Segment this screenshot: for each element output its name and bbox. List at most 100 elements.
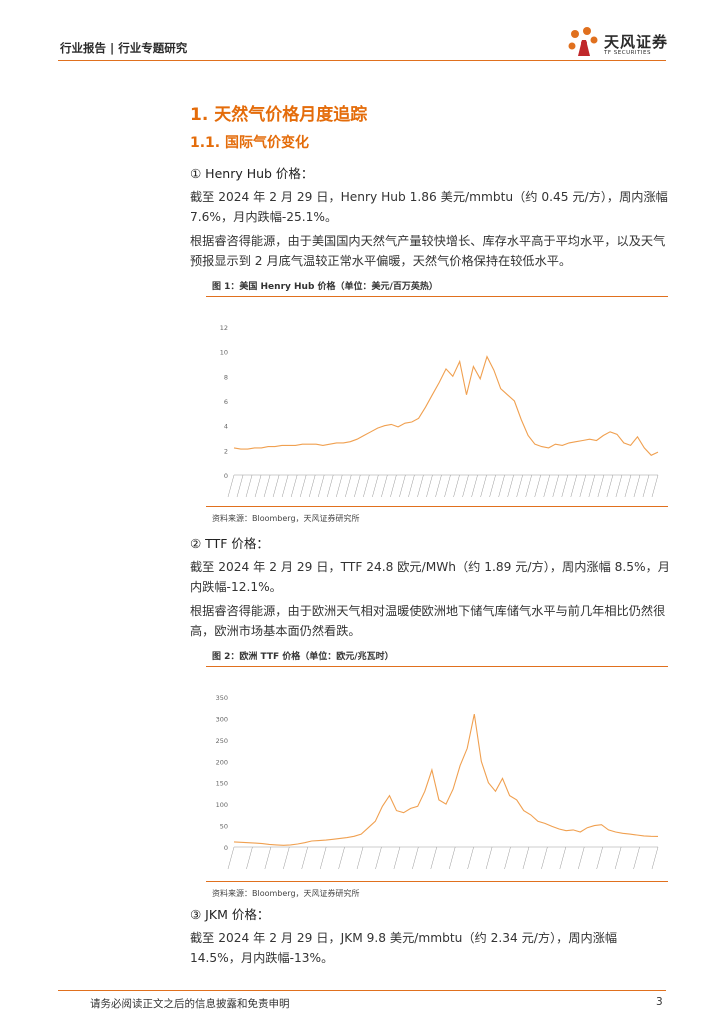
section-title: 1. 天然气价格月度追踪 — [190, 105, 368, 125]
x-tick-mark — [642, 474, 650, 498]
footer-disclaimer: 请务必阅读正文之后的信息披露和免责申明 — [90, 998, 290, 1010]
x-tick-mark — [541, 846, 548, 870]
x-tick-mark — [354, 474, 361, 498]
x-tick-mark — [246, 846, 253, 870]
x-tick-mark — [597, 474, 605, 498]
header-divider — [58, 60, 666, 61]
x-tick-mark — [606, 474, 614, 498]
x-tick-mark — [299, 474, 307, 498]
x-tick-mark — [471, 474, 478, 498]
x-tick-mark — [227, 474, 235, 498]
x-tick-mark — [525, 474, 532, 498]
x-tick-mark — [444, 474, 451, 498]
y-tick-label: 12 — [220, 324, 228, 332]
x-tick-mark — [336, 474, 343, 498]
footer-divider — [58, 990, 666, 991]
x-tick-mark — [453, 474, 460, 498]
y-tick-label: 300 — [216, 715, 228, 723]
figure-1: 图 1：美国 Henry Hub 价格（单位：美元/百万英热） 0 2 4 6 8 10 1… — [206, 275, 668, 524]
x-tick-mark — [561, 474, 569, 498]
y-tick-label: 250 — [216, 737, 228, 745]
figure-1-title: 图 1：美国 Henry Hub 价格（单位：美元/百万英热） — [206, 275, 668, 297]
x-tick-mark — [485, 846, 493, 870]
x-tick-mark — [326, 474, 334, 498]
x-tick-mark — [356, 846, 364, 870]
y-tick-label: 10 — [220, 349, 228, 357]
x-tick-mark — [651, 846, 659, 870]
x-tick-mark — [363, 474, 370, 498]
x-tick-mark — [236, 474, 244, 498]
logo-name: 天风证券 — [604, 33, 669, 51]
x-tick-mark — [498, 474, 505, 498]
x-tick-mark — [381, 474, 388, 498]
ttf-heading: ② TTF 价格： — [190, 536, 269, 551]
y-tick-label: 50 — [220, 823, 228, 831]
x-tick-mark — [588, 474, 596, 498]
x-tick-mark — [254, 474, 262, 498]
y-tick-label: 0 — [224, 472, 228, 480]
x-tick-mark — [552, 474, 560, 498]
x-tick-mark — [633, 474, 641, 498]
figure-2: 图 2：欧洲 TTF 价格（单位：欧元/兆瓦时） 0 50 100 150 200 250… — [206, 645, 668, 899]
x-tick-mark — [578, 846, 585, 870]
figure-2-source: 资料来源：Bloomberg，天风证券研究所 — [212, 889, 360, 898]
y-tick-label: 4 — [224, 423, 228, 431]
figure-2-bottom-rule — [206, 881, 668, 882]
x-tick-mark — [338, 846, 345, 870]
henry-paragraph-2: 根据睿咨得能源，由于美国国内天然气产量较快增长、库存水平高于平均水平，以及天气预… — [190, 234, 666, 268]
x-tick-mark — [263, 474, 271, 498]
x-tick-mark — [570, 474, 578, 498]
x-tick-mark — [448, 846, 456, 870]
x-tick-mark — [596, 846, 603, 870]
x-tick-mark — [264, 846, 272, 870]
figure-2-title: 图 2：欧洲 TTF 价格（单位：欧元/兆瓦时） — [206, 645, 668, 667]
x-tick-mark — [516, 474, 523, 498]
y-tick-label: 200 — [216, 758, 228, 766]
logo-en: TF SECURITIES — [604, 50, 651, 56]
y-tick-label: 100 — [216, 801, 228, 809]
x-tick-mark — [417, 474, 424, 498]
x-tick-mark — [245, 474, 253, 498]
x-tick-mark — [301, 846, 308, 870]
x-tick-mark — [534, 474, 541, 498]
subsection-title: 1.1. 国际气价变化 — [190, 135, 309, 151]
x-tick-mark — [345, 474, 352, 498]
tf-logo-icon — [568, 27, 598, 56]
x-tick-mark — [504, 846, 511, 870]
x-tick-mark — [543, 474, 550, 498]
x-tick-mark — [227, 846, 235, 870]
x-tick-mark — [579, 474, 587, 498]
ttf-paragraph-1: 截至 2024 年 2 月 29 日，TTF 24.8 欧元/MWh（约 1.8… — [190, 560, 670, 594]
x-tick-mark — [633, 846, 640, 870]
henry-heading: ① Henry Hub 价格： — [190, 166, 314, 181]
x-tick-mark — [430, 846, 438, 870]
x-tick-mark — [399, 474, 406, 498]
x-tick-mark — [375, 846, 382, 870]
ttf-paragraph-2: 根据睿咨得能源，由于欧洲天气相对温暖使欧洲地下储气库储气水平与前几年相比仍然很高… — [190, 604, 666, 638]
x-tick-mark — [467, 846, 474, 870]
x-tick-mark — [559, 846, 567, 870]
price-line — [233, 713, 659, 846]
x-tick-mark — [408, 474, 415, 498]
x-tick-mark — [272, 474, 280, 498]
x-tick-mark — [319, 846, 327, 870]
y-tick-label: 6 — [224, 398, 228, 406]
x-tick-mark — [317, 474, 325, 498]
x-tick-mark — [372, 474, 379, 498]
x-tick-mark — [507, 474, 514, 498]
x-tick-mark — [651, 474, 659, 498]
x-tick-mark — [480, 474, 487, 498]
x-tick-mark — [614, 846, 622, 870]
y-tick-label: 350 — [216, 694, 228, 702]
henry-hub-chart: 0 2 4 6 8 10 12 — [220, 324, 659, 498]
x-tick-mark — [426, 474, 433, 498]
x-tick-mark — [393, 846, 401, 870]
y-tick-label: 8 — [224, 373, 228, 381]
x-tick-mark — [308, 474, 316, 498]
x-tick-mark — [435, 474, 442, 498]
price-line — [233, 355, 659, 456]
jkm-heading: ③ JKM 价格： — [190, 907, 270, 922]
figure-1-source: 资料来源：Bloomberg，天风证券研究所 — [212, 514, 360, 523]
y-tick-label: 150 — [216, 780, 228, 788]
x-tick-mark — [624, 474, 632, 498]
